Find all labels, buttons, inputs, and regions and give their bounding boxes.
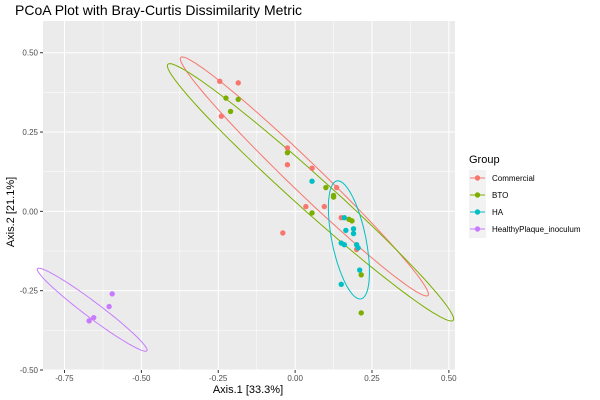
data-point (330, 194, 337, 200)
ellipse (36, 267, 148, 352)
data-point (333, 184, 340, 191)
x-tick-label: -0.75 (55, 374, 74, 383)
legend-key-point (474, 175, 481, 181)
x-axis-title: Axis.1 [33.3%] (213, 384, 283, 396)
x-axis-ticks: -0.75 -0.50 -0.25 0.00 0.25 0.50 (55, 370, 457, 383)
chart-title: PCoA Plot with Bray-Curtis Dissimilarity… (15, 2, 302, 18)
data-point (280, 230, 286, 236)
data-point (223, 95, 229, 101)
legend-key-point (474, 209, 481, 215)
data-point (341, 215, 348, 221)
data-point (309, 210, 315, 216)
data-point (217, 78, 223, 84)
legend-title: Group (469, 154, 500, 166)
data-point (235, 96, 241, 103)
legend-key-point (474, 226, 481, 232)
data-point (284, 145, 291, 151)
grid-minor (43, 21, 455, 370)
data-point (358, 272, 364, 278)
y-axis-title: Axis.2 [21.1%] (5, 177, 17, 247)
y-tick-label: 0.25 (22, 128, 38, 137)
data-point (350, 226, 357, 232)
data-point (343, 227, 349, 234)
legend-label: Commercial (492, 174, 535, 183)
y-tick-label: -0.25 (20, 287, 39, 296)
y-tick-label: 0.50 (22, 49, 38, 58)
x-tick-label: 0.50 (441, 374, 457, 383)
data-point (86, 318, 92, 324)
data-point (355, 245, 361, 251)
data-point (323, 184, 329, 191)
x-tick-label: 0.00 (287, 374, 303, 383)
data-point (350, 230, 357, 237)
x-tick-label: 0.25 (364, 374, 380, 383)
y-axis-ticks: -0.50 -0.25 0.00 0.25 0.50 (20, 49, 43, 375)
data-point (106, 303, 112, 310)
legend-items: Commercial BTO HA HealthyPlaque_inoculum (469, 170, 581, 238)
ellipse (327, 180, 370, 300)
legend-label: HealthyPlaque_inoculum (492, 225, 581, 234)
legend-key-point (474, 192, 481, 198)
data-point (218, 113, 225, 119)
y-tick-label: 0.00 (22, 207, 38, 216)
data-point (109, 291, 115, 297)
x-tick-label: -0.50 (132, 374, 151, 383)
ellipse (166, 63, 455, 322)
x-tick-label: -0.25 (209, 374, 228, 383)
data-point (91, 314, 97, 321)
data-point (284, 162, 291, 168)
data-point (303, 203, 309, 210)
data-point (321, 203, 328, 210)
data-point (349, 218, 355, 224)
data-point (309, 178, 315, 184)
legend: Group Commercial BTO HA HealthyPlaque_inocu… (469, 154, 581, 238)
data-point (341, 241, 348, 248)
data-point (356, 267, 363, 273)
data-points (86, 78, 364, 324)
data-point (284, 149, 291, 156)
data-point (338, 281, 344, 288)
legend-label: BTO (492, 191, 508, 200)
data-point (235, 80, 241, 86)
data-point (358, 310, 364, 316)
y-tick-label: -0.50 (20, 366, 39, 375)
plot-panel (43, 21, 455, 370)
data-point (309, 165, 315, 171)
data-point (227, 108, 234, 115)
legend-label: HA (492, 208, 504, 217)
